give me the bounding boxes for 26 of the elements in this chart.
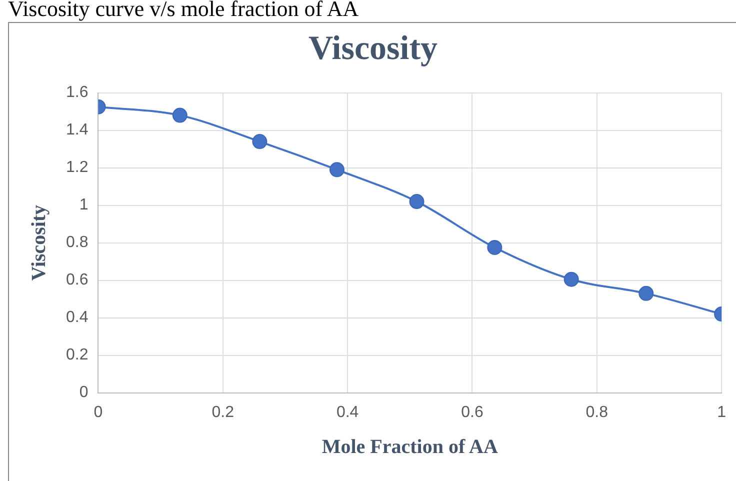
y-tick-label: 0.8: [66, 234, 88, 252]
y-tick-label: 0.6: [66, 272, 88, 289]
y-tick-label: 0: [79, 384, 88, 402]
x-tick-label: 0.4: [336, 404, 359, 421]
text: Viscosity curve v/s mole fraction of AA: [8, 0, 359, 21]
x-tick-label: 1: [717, 404, 726, 421]
y-tick-label: 1.2: [66, 159, 88, 176]
y-axis-title: Viscosity: [28, 204, 50, 281]
x-tick-label: 0: [94, 404, 103, 421]
x-axis-title: Mole Fraction of AA: [322, 436, 498, 458]
point: [329, 162, 344, 178]
point: [564, 272, 579, 287]
y-tick-label: 0.4: [66, 309, 88, 326]
point: [638, 286, 654, 301]
x-tick-label: 0.8: [586, 404, 608, 421]
point: [487, 240, 502, 255]
point: [409, 194, 424, 210]
point: [252, 134, 268, 150]
chart-title: Viscosity: [308, 30, 438, 68]
x-tick-label: 0.2: [212, 404, 234, 421]
y-tick-label: 1.4: [66, 122, 88, 139]
y-tick-label: 1.6: [66, 84, 88, 102]
y-tick-label: 0.2: [66, 346, 88, 364]
x-tick-label: 0.6: [461, 404, 484, 421]
y-tick-label: 1: [79, 196, 88, 214]
point: [172, 108, 188, 123]
